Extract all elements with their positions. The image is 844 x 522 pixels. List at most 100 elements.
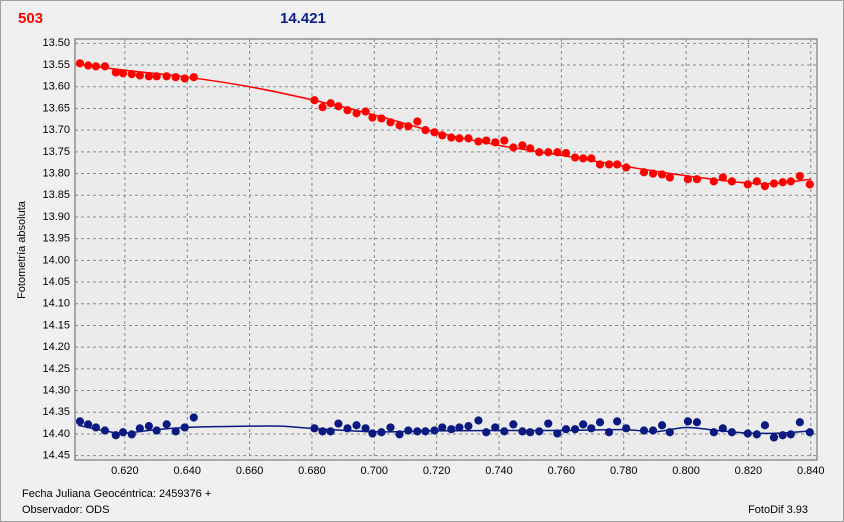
data-point	[343, 424, 352, 433]
data-point	[709, 428, 718, 437]
data-point	[152, 72, 161, 81]
y-tick-label: 13.80	[42, 167, 70, 179]
data-point	[535, 148, 544, 157]
data-point	[752, 177, 761, 186]
data-point	[455, 134, 464, 143]
data-point	[127, 430, 136, 439]
data-point	[709, 177, 718, 186]
data-point	[111, 431, 120, 440]
data-point	[544, 419, 553, 428]
y-tick-label: 14.25	[42, 363, 70, 375]
data-point	[482, 428, 491, 437]
data-point	[171, 427, 180, 436]
y-tick-label: 14.45	[42, 450, 70, 462]
data-point	[386, 118, 395, 127]
data-point	[587, 424, 596, 433]
data-point	[368, 113, 377, 122]
data-point	[395, 430, 404, 439]
footer-observer: Observador: ODS	[22, 504, 109, 516]
data-point	[75, 417, 85, 426]
data-point	[118, 428, 128, 437]
data-point	[118, 69, 128, 78]
data-point	[570, 425, 580, 434]
data-point	[778, 178, 787, 187]
data-point	[474, 416, 483, 425]
data-point	[152, 426, 161, 435]
data-point	[189, 73, 198, 82]
data-point	[368, 429, 377, 438]
data-point	[464, 134, 473, 143]
data-point	[352, 421, 361, 430]
data-point	[613, 160, 622, 169]
data-point	[318, 103, 327, 112]
y-tick-label: 13.85	[42, 189, 70, 201]
data-point	[760, 182, 770, 191]
data-point	[760, 421, 770, 430]
data-point	[343, 106, 352, 115]
data-point	[334, 419, 343, 428]
y-tick-label: 13.90	[42, 211, 70, 223]
data-point	[595, 160, 605, 169]
data-point	[595, 418, 605, 427]
data-point	[500, 136, 509, 145]
data-point	[622, 424, 631, 433]
data-point	[180, 74, 189, 83]
data-point	[544, 148, 553, 157]
data-point	[570, 153, 580, 162]
plot-area	[74, 38, 818, 461]
data-point	[604, 160, 614, 169]
x-tick-label: 0.820	[735, 465, 763, 477]
data-point	[127, 70, 136, 79]
data-point	[310, 96, 319, 105]
y-axis-label: Fotometría absoluta	[16, 200, 28, 299]
data-point	[474, 137, 483, 146]
data-point	[491, 423, 500, 432]
data-point	[683, 175, 693, 184]
data-point	[404, 122, 413, 131]
data-point	[100, 62, 110, 71]
x-tick-label: 0.780	[610, 465, 638, 477]
data-point	[162, 420, 171, 429]
data-point	[352, 109, 361, 118]
data-point	[553, 429, 562, 438]
data-point	[83, 61, 93, 70]
data-point	[752, 430, 761, 439]
x-tick-label: 0.680	[298, 465, 326, 477]
data-point	[718, 424, 727, 433]
data-point	[509, 143, 518, 152]
data-point	[83, 420, 93, 429]
y-tick-label: 13.60	[42, 81, 70, 93]
data-point	[438, 131, 447, 140]
data-point	[111, 68, 120, 77]
x-tick-label: 0.720	[423, 465, 451, 477]
data-point	[189, 413, 198, 422]
data-point	[648, 426, 658, 435]
data-point	[377, 428, 386, 437]
data-point	[665, 428, 674, 437]
y-tick-label: 13.70	[42, 124, 70, 136]
data-point	[100, 426, 110, 435]
data-point	[500, 427, 509, 436]
data-point	[665, 173, 674, 182]
data-point	[718, 173, 727, 182]
y-tick-label: 13.55	[42, 59, 70, 71]
data-point	[447, 133, 456, 142]
data-point	[421, 126, 430, 135]
data-point	[743, 180, 752, 189]
data-point	[535, 427, 544, 436]
x-tick-label: 0.740	[485, 465, 513, 477]
label-left: 503	[18, 10, 43, 27]
data-point	[795, 418, 804, 427]
data-point	[526, 428, 535, 437]
x-tick-label: 0.620	[111, 465, 139, 477]
data-point	[579, 420, 588, 429]
data-point	[561, 149, 571, 158]
x-tick-label: 0.760	[548, 465, 576, 477]
data-point	[318, 427, 327, 436]
label-right: 14.421	[280, 10, 326, 27]
data-point	[464, 422, 473, 431]
y-tick-label: 13.50	[42, 37, 70, 49]
data-point	[482, 136, 491, 145]
data-point	[361, 424, 370, 433]
data-point	[553, 148, 562, 157]
